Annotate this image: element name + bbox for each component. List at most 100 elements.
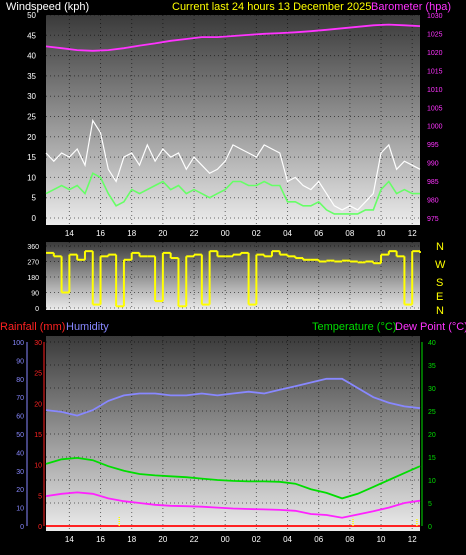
humidity-y-tick-label: 90 xyxy=(16,358,24,365)
wind-y-tick-label: 20 xyxy=(27,133,36,142)
x-tick-label: 18 xyxy=(127,229,136,238)
x-tick-label: 02 xyxy=(252,535,261,544)
header-right-title: Barometer (hpa) xyxy=(371,1,451,13)
climate-grid xyxy=(46,336,420,531)
direction-y-tick-label: 90 xyxy=(31,291,39,298)
barometer-y-tick-label: 1010 xyxy=(427,87,443,94)
wind-y-tick-label: 10 xyxy=(27,173,36,182)
header-center-title: Current last 24 hours 13 December 2025 xyxy=(172,1,371,13)
x-tick-label: 10 xyxy=(377,229,386,238)
wind-y-tick-label: 5 xyxy=(32,194,37,203)
barometer-y-tick-label: 985 xyxy=(427,179,439,186)
dew-point-line xyxy=(45,491,421,519)
temperature-y-tick-label: 30 xyxy=(428,386,436,393)
x-tick-label: 16 xyxy=(96,229,105,238)
wind-y-tick-label: 50 xyxy=(27,11,36,20)
barometer-y-tick-label: 1015 xyxy=(427,68,443,75)
temperature-y-tick-label: 0 xyxy=(428,524,432,531)
barometer-y-tick-label: 1000 xyxy=(427,124,443,131)
barometer-y-tick-label: 1005 xyxy=(427,105,443,112)
humidity-y-tick-label: 60 xyxy=(16,414,24,421)
direction-y-tick-label: 360 xyxy=(27,244,39,251)
x-tick-label: 20 xyxy=(158,229,167,238)
legend-rainfall: Rainfall (mm) xyxy=(0,321,65,333)
barometer-y-tick-label: 990 xyxy=(427,161,439,168)
wind-plot-background xyxy=(46,15,420,225)
legend-humidity: Humidity xyxy=(66,321,109,333)
axes: 0510152025303540455097598098599099510001… xyxy=(12,11,442,544)
legend-dew-point: Dew Point (°C) xyxy=(395,321,466,333)
barometer-y-tick-label: 1020 xyxy=(427,50,443,57)
x-tick-label: 00 xyxy=(221,535,230,544)
x-tick-label: 00 xyxy=(221,229,230,238)
temperature-y-tick-label: 40 xyxy=(428,340,436,347)
x-tick-label: 22 xyxy=(190,229,199,238)
header-left-title: Windspeed (kph) xyxy=(6,1,89,13)
rainfall-y-tick-label: 10 xyxy=(34,463,42,470)
direction-y-tick-label: 180 xyxy=(27,275,39,282)
barometer-y-tick-label: 1025 xyxy=(427,31,443,38)
wind-y-tick-label: 40 xyxy=(27,52,36,61)
wind-y-tick-label: 0 xyxy=(32,214,37,223)
x-tick-label: 12 xyxy=(408,535,417,544)
barometer-y-tick-label: 975 xyxy=(427,216,439,223)
wind-grid xyxy=(46,14,420,225)
x-tick-label: 04 xyxy=(283,535,292,544)
humidity-y-tick-label: 100 xyxy=(12,340,24,347)
barometer-y-tick-label: 995 xyxy=(427,142,439,149)
humidity-y-tick-label: 50 xyxy=(16,432,24,439)
x-tick-label: 08 xyxy=(345,535,354,544)
wind-gust-line xyxy=(45,118,421,211)
temperature-line xyxy=(45,456,421,500)
x-tick-label: 22 xyxy=(190,535,199,544)
compass-label-e: E xyxy=(436,291,443,303)
temperature-y-tick-label: 10 xyxy=(428,478,436,485)
humidity-y-tick-label: 70 xyxy=(16,395,24,402)
chart-marks xyxy=(45,23,421,527)
x-tick-label: 10 xyxy=(377,535,386,544)
x-tick-label: 08 xyxy=(345,229,354,238)
rainfall-y-tick-label: 20 xyxy=(34,401,42,408)
temperature-y-tick-label: 15 xyxy=(428,455,436,462)
x-tick-label: 04 xyxy=(283,229,292,238)
humidity-y-tick-label: 40 xyxy=(16,450,24,457)
wind-y-tick-label: 45 xyxy=(27,31,36,40)
direction-plot-background xyxy=(46,242,420,310)
wind-average-line xyxy=(45,172,420,215)
humidity-y-tick-label: 0 xyxy=(20,524,24,531)
compass-label-s: S xyxy=(436,277,443,289)
x-tick-label: 06 xyxy=(314,535,323,544)
x-tick-label: 12 xyxy=(408,229,417,238)
wind-y-tick-label: 25 xyxy=(27,113,36,122)
x-tick-label: 14 xyxy=(65,229,74,238)
barometer-y-tick-label: 980 xyxy=(427,198,439,205)
wind-y-tick-label: 30 xyxy=(27,92,36,101)
humidity-y-tick-label: 80 xyxy=(16,377,24,384)
direction-y-tick-label: 270 xyxy=(27,260,39,267)
x-tick-label: 18 xyxy=(127,535,136,544)
rainfall-y-tick-label: 25 xyxy=(34,371,42,378)
direction-y-tick-label: 0 xyxy=(35,306,39,313)
compass-label-n-bottom: N xyxy=(436,305,444,317)
temperature-y-tick-label: 5 xyxy=(428,501,432,508)
wind-y-tick-label: 35 xyxy=(27,72,36,81)
humidity-y-tick-label: 30 xyxy=(16,469,24,476)
rainfall-y-tick-label: 0 xyxy=(38,524,42,531)
temperature-y-tick-label: 20 xyxy=(428,432,436,439)
x-tick-label: 16 xyxy=(96,535,105,544)
wind-y-tick-label: 15 xyxy=(27,153,36,162)
humidity-y-tick-label: 20 xyxy=(16,487,24,494)
x-tick-label: 20 xyxy=(158,535,167,544)
barometer-y-tick-label: 1030 xyxy=(427,13,443,20)
x-tick-label: 14 xyxy=(65,535,74,544)
temperature-y-tick-label: 25 xyxy=(428,409,436,416)
x-tick-label: 06 xyxy=(314,229,323,238)
barometer-line xyxy=(45,23,421,52)
humidity-line xyxy=(45,377,421,417)
compass-label-n-top: N xyxy=(436,241,444,253)
rainfall-y-tick-label: 15 xyxy=(34,432,42,439)
rainfall-y-tick-label: 5 xyxy=(38,493,42,500)
temperature-y-tick-label: 35 xyxy=(428,363,436,370)
humidity-y-tick-label: 10 xyxy=(16,506,24,513)
